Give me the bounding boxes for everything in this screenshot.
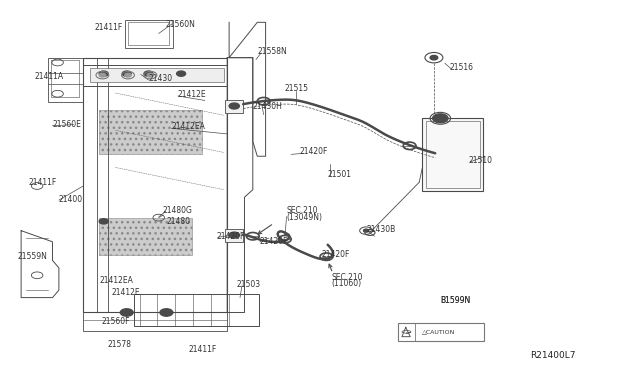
- Text: 21515: 21515: [284, 84, 308, 93]
- Bar: [90, 68, 224, 82]
- Bar: [134, 294, 259, 326]
- Text: 21412E: 21412E: [178, 90, 207, 99]
- Circle shape: [229, 103, 239, 109]
- Text: 21400: 21400: [59, 195, 83, 203]
- Bar: [225, 229, 243, 242]
- Text: 21411F: 21411F: [28, 178, 56, 187]
- Text: 21516: 21516: [449, 63, 474, 72]
- Text: 21420F: 21420F: [216, 232, 244, 241]
- Bar: [83, 312, 227, 331]
- Bar: [225, 100, 243, 113]
- Text: 21480G: 21480G: [163, 206, 193, 215]
- Text: (13049N): (13049N): [286, 213, 322, 222]
- Circle shape: [144, 71, 153, 76]
- Text: B1599N: B1599N: [440, 296, 470, 305]
- Bar: [99, 110, 202, 154]
- Circle shape: [430, 55, 438, 60]
- Text: △CAUTION: △CAUTION: [422, 329, 456, 334]
- Text: 21411A: 21411A: [35, 72, 64, 81]
- Circle shape: [122, 71, 131, 76]
- Text: 21411F: 21411F: [95, 23, 123, 32]
- Text: 21480: 21480: [166, 217, 191, 226]
- Circle shape: [99, 219, 108, 224]
- Circle shape: [99, 71, 108, 76]
- Text: 21503: 21503: [237, 280, 261, 289]
- Circle shape: [120, 309, 133, 316]
- Text: 21412EA: 21412EA: [172, 122, 205, 131]
- Text: 21560F: 21560F: [101, 317, 130, 326]
- Text: 21420F: 21420F: [300, 147, 328, 156]
- Bar: [128, 22, 169, 45]
- Text: SEC.210: SEC.210: [286, 206, 317, 215]
- Circle shape: [364, 229, 369, 232]
- Circle shape: [433, 114, 448, 123]
- Text: 21558N: 21558N: [257, 47, 287, 56]
- Circle shape: [160, 309, 173, 316]
- Text: 21510: 21510: [468, 156, 493, 165]
- Text: 21411F: 21411F: [189, 345, 217, 354]
- Bar: [83, 65, 227, 86]
- Text: 21560N: 21560N: [165, 20, 195, 29]
- Text: 21559N: 21559N: [18, 252, 48, 261]
- Circle shape: [147, 73, 154, 77]
- Text: 21420F: 21420F: [259, 237, 287, 246]
- Text: 21420F: 21420F: [321, 250, 349, 259]
- Bar: [422, 118, 483, 191]
- Text: 21430H: 21430H: [253, 102, 283, 110]
- Text: B1599N: B1599N: [440, 296, 470, 305]
- Text: 21430: 21430: [148, 74, 173, 83]
- Bar: [125, 20, 173, 48]
- Bar: [83, 58, 227, 312]
- Circle shape: [229, 232, 239, 238]
- Text: (11060): (11060): [332, 279, 362, 288]
- Bar: [48, 58, 83, 102]
- Bar: [426, 121, 480, 188]
- Text: 21560E: 21560E: [52, 120, 81, 129]
- Text: 21412EA: 21412EA: [99, 276, 133, 285]
- Circle shape: [177, 71, 186, 76]
- Text: SEC.210: SEC.210: [332, 273, 363, 282]
- Text: 21412E: 21412E: [112, 288, 141, 296]
- Bar: [51, 60, 79, 97]
- Bar: [99, 218, 192, 255]
- Circle shape: [99, 73, 106, 77]
- Text: 21430B: 21430B: [367, 225, 396, 234]
- Text: R21400L7: R21400L7: [530, 351, 575, 360]
- Bar: [398, 323, 484, 341]
- Text: 21501: 21501: [328, 170, 352, 179]
- Circle shape: [125, 73, 131, 77]
- Text: 21578: 21578: [108, 340, 132, 349]
